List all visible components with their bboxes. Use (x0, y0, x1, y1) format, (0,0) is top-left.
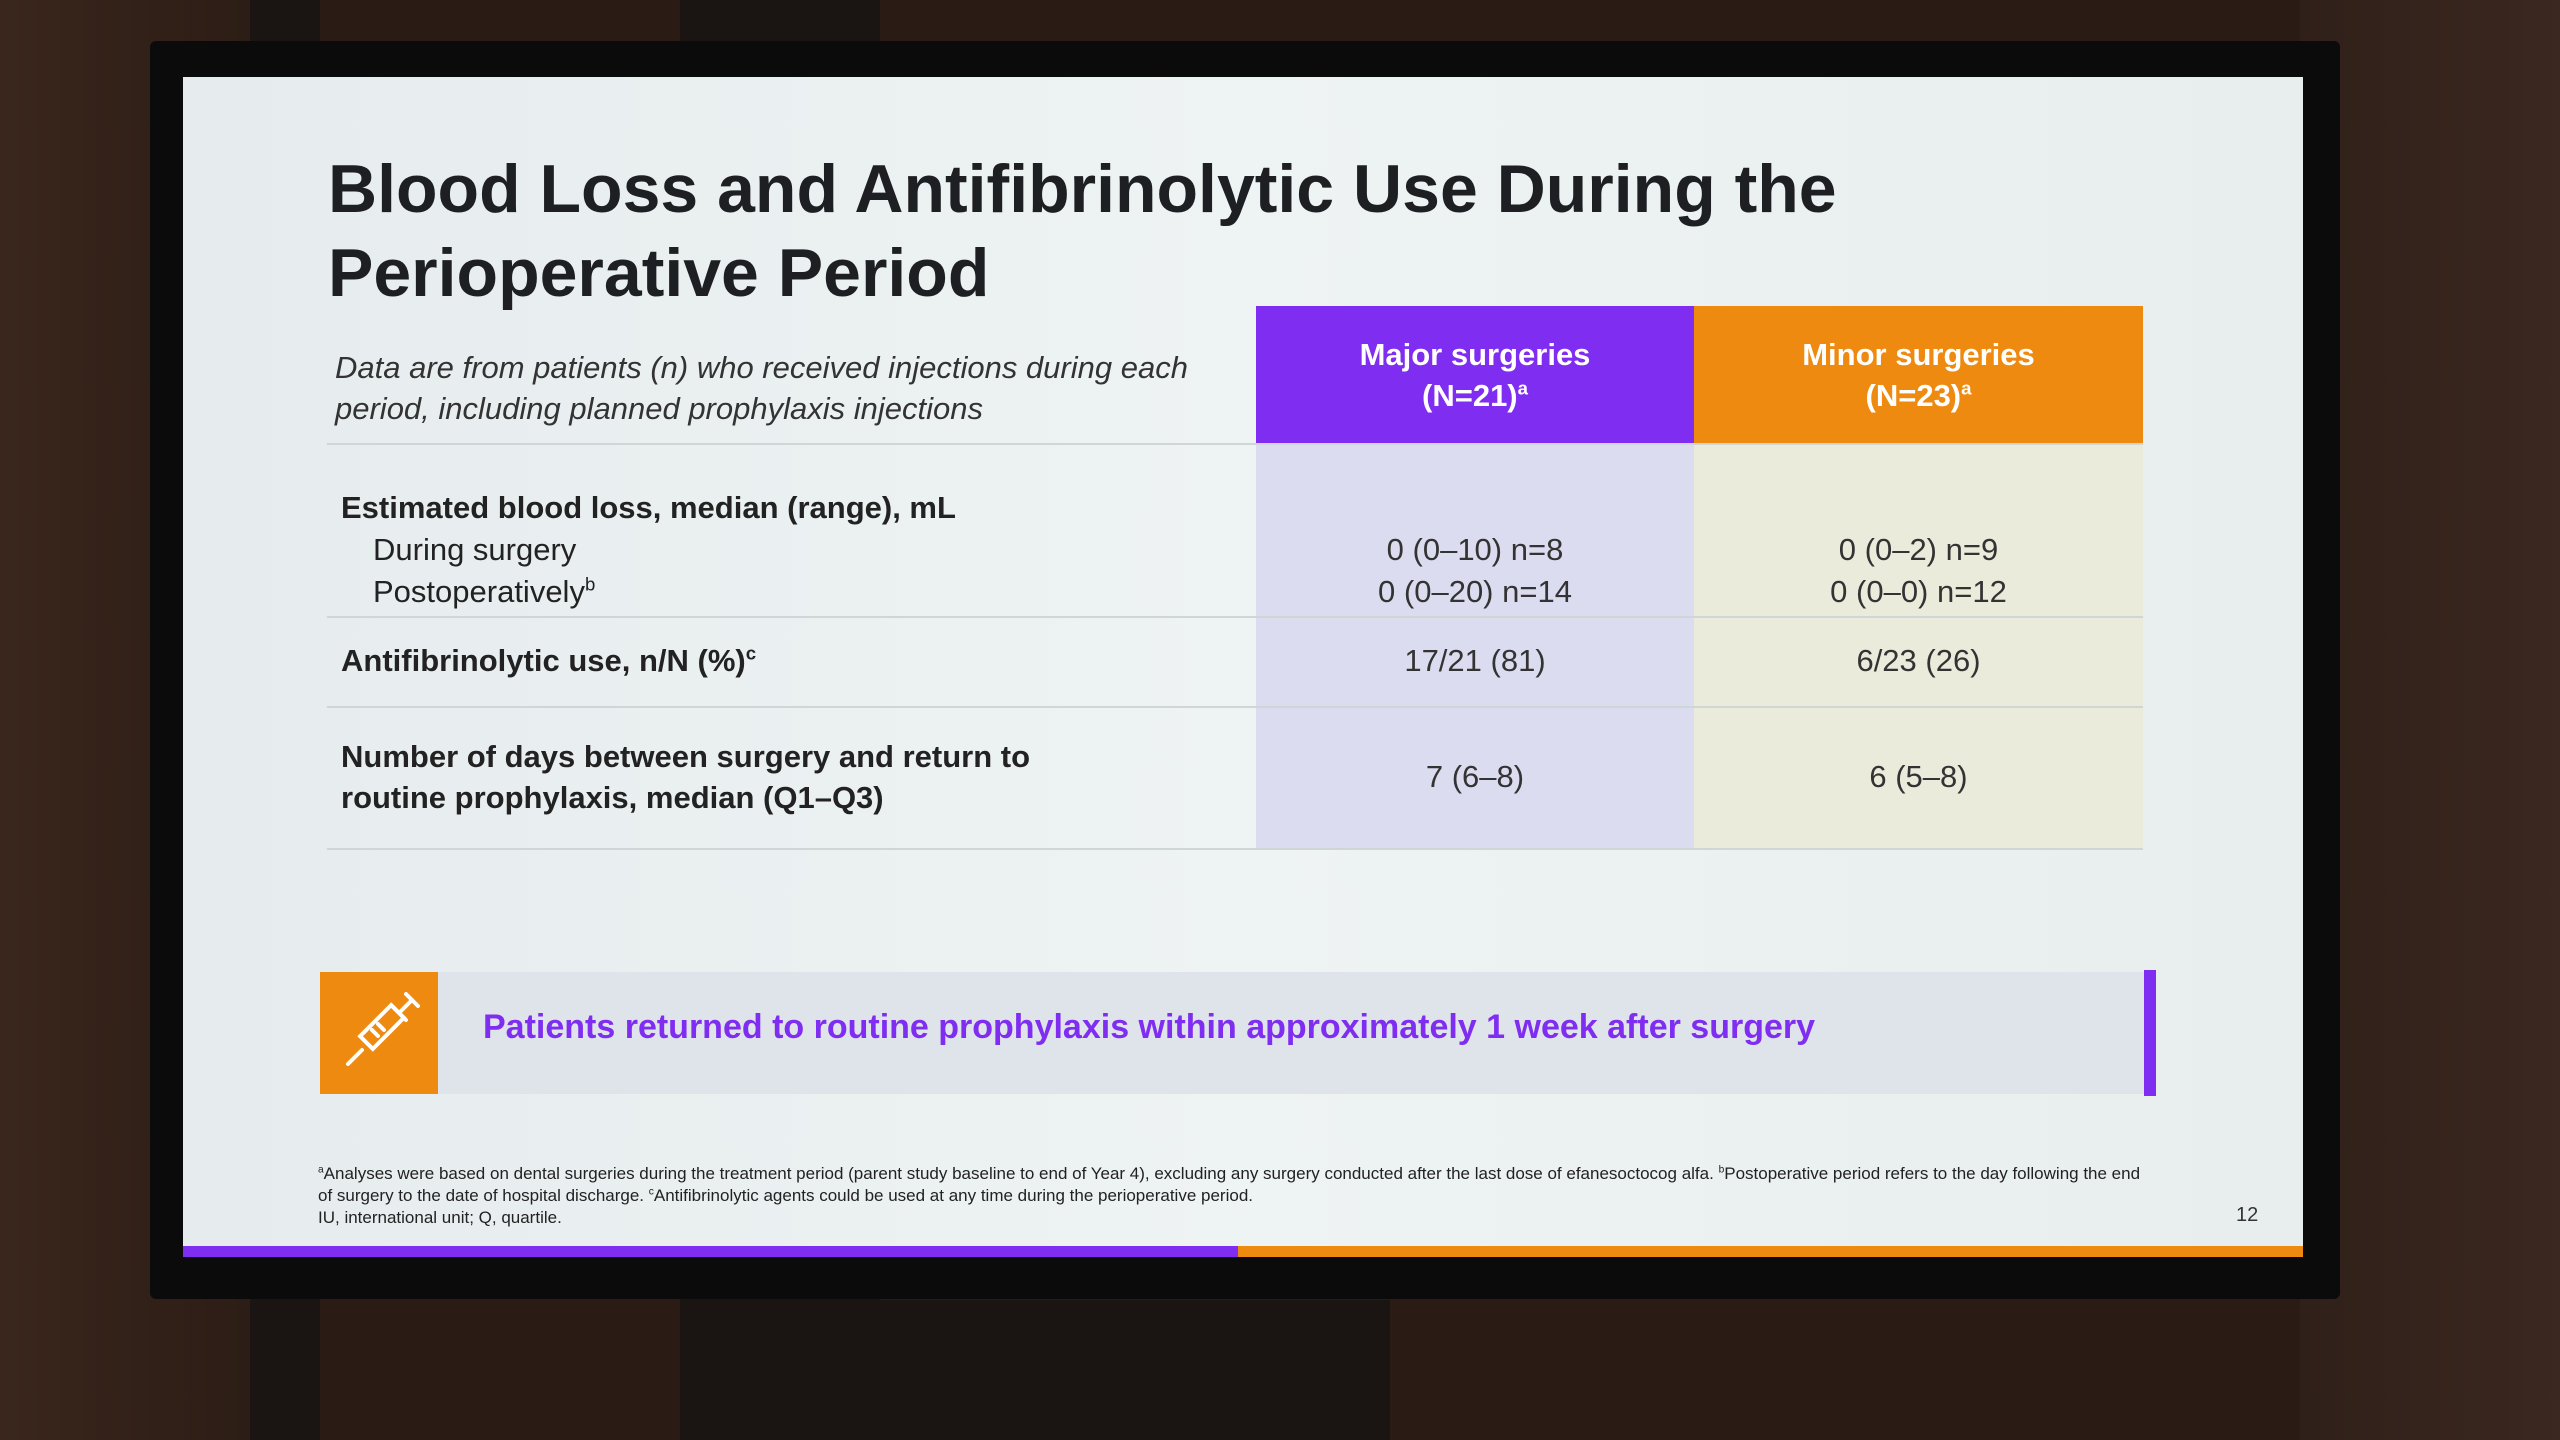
row-label: Estimated blood loss, median (range), mL (341, 490, 956, 525)
superscript: c (745, 642, 757, 664)
column-label: Major surgeries (1359, 336, 1591, 372)
superscript: a (1961, 377, 1972, 399)
icon (346, 992, 420, 1066)
row-divider (327, 848, 2143, 850)
table-caption: Data are from patients (n) who received … (335, 350, 1188, 426)
superscript: c (648, 1186, 654, 1198)
label: Postoperatively (373, 574, 585, 609)
n: (N=21) (1422, 377, 1518, 413)
row-divider (327, 616, 2143, 618)
cell: 0 (0–10) n=8 (1386, 532, 1564, 567)
cell: 0 (0–0) n=12 (1830, 574, 2007, 609)
callout-accent (2144, 970, 2156, 1096)
sub-row-label: Postoperativelyb (373, 571, 595, 612)
superscript: b (584, 573, 596, 595)
column-bg (1256, 443, 1694, 848)
row-label: Antifibrinolytic use, n/N (%)c (341, 640, 756, 681)
superscript: a (1517, 377, 1528, 399)
column-n: (N=21)a (1256, 375, 1694, 416)
bottom-bar (1238, 1246, 2303, 1257)
stand (830, 1300, 1390, 1440)
superscript: b (1718, 1164, 1725, 1176)
row-divider (327, 443, 2143, 445)
footnote: Postoperative period refers to the day f… (318, 1164, 2141, 1205)
column-n: (N=23)a (1694, 375, 2143, 416)
cell: 7 (6–8) (1425, 759, 1525, 794)
column-bg (1694, 443, 2143, 848)
syringe-icon (320, 972, 438, 1094)
n: (N=23) (1865, 377, 1962, 413)
superscript: a (318, 1164, 324, 1176)
slide-title: Blood Loss and Antifibrinolytic Use Duri… (328, 151, 1837, 311)
cell: 6/23 (26) (1856, 643, 1981, 678)
wall (2300, 0, 2560, 1440)
column-header: Minor surgeries (N=23)a (1694, 306, 2143, 443)
cell: 0 (0–20) n=14 (1378, 574, 1572, 609)
cell: 17/21 (81) (1404, 643, 1546, 678)
column-header: Major surgeries (N=21)a (1256, 306, 1694, 443)
abbreviations: IU, international unit; Q, quartile. (318, 1208, 562, 1227)
page-number: 12 (2236, 1204, 2259, 1226)
row-label: Number of days between surgery and retur… (341, 739, 1031, 815)
callout-text: Patients returned to routine prophylaxis… (483, 1008, 1816, 1046)
cell: 6 (5–8) (1869, 759, 1968, 794)
footnote: Antifibrinolytic agents could be used at… (653, 1186, 1253, 1205)
slide: Blood Loss and Antifibrinolytic Use Duri… (183, 77, 2303, 1257)
callout (320, 972, 2156, 1094)
column-label: Minor surgeries (1802, 336, 2035, 372)
bottom-bar (183, 1246, 1238, 1257)
label: Antifibrinolytic use, n/N (%) (341, 643, 746, 678)
row-divider (327, 706, 2143, 708)
footnotes: aAnalyses were based on dental surgeries… (318, 1163, 2148, 1229)
cell: 0 (0–2) n=9 (1838, 532, 1999, 567)
sub-row-label: During surgery (373, 532, 577, 567)
footnote: Analyses were based on dental surgeries … (323, 1164, 1714, 1183)
